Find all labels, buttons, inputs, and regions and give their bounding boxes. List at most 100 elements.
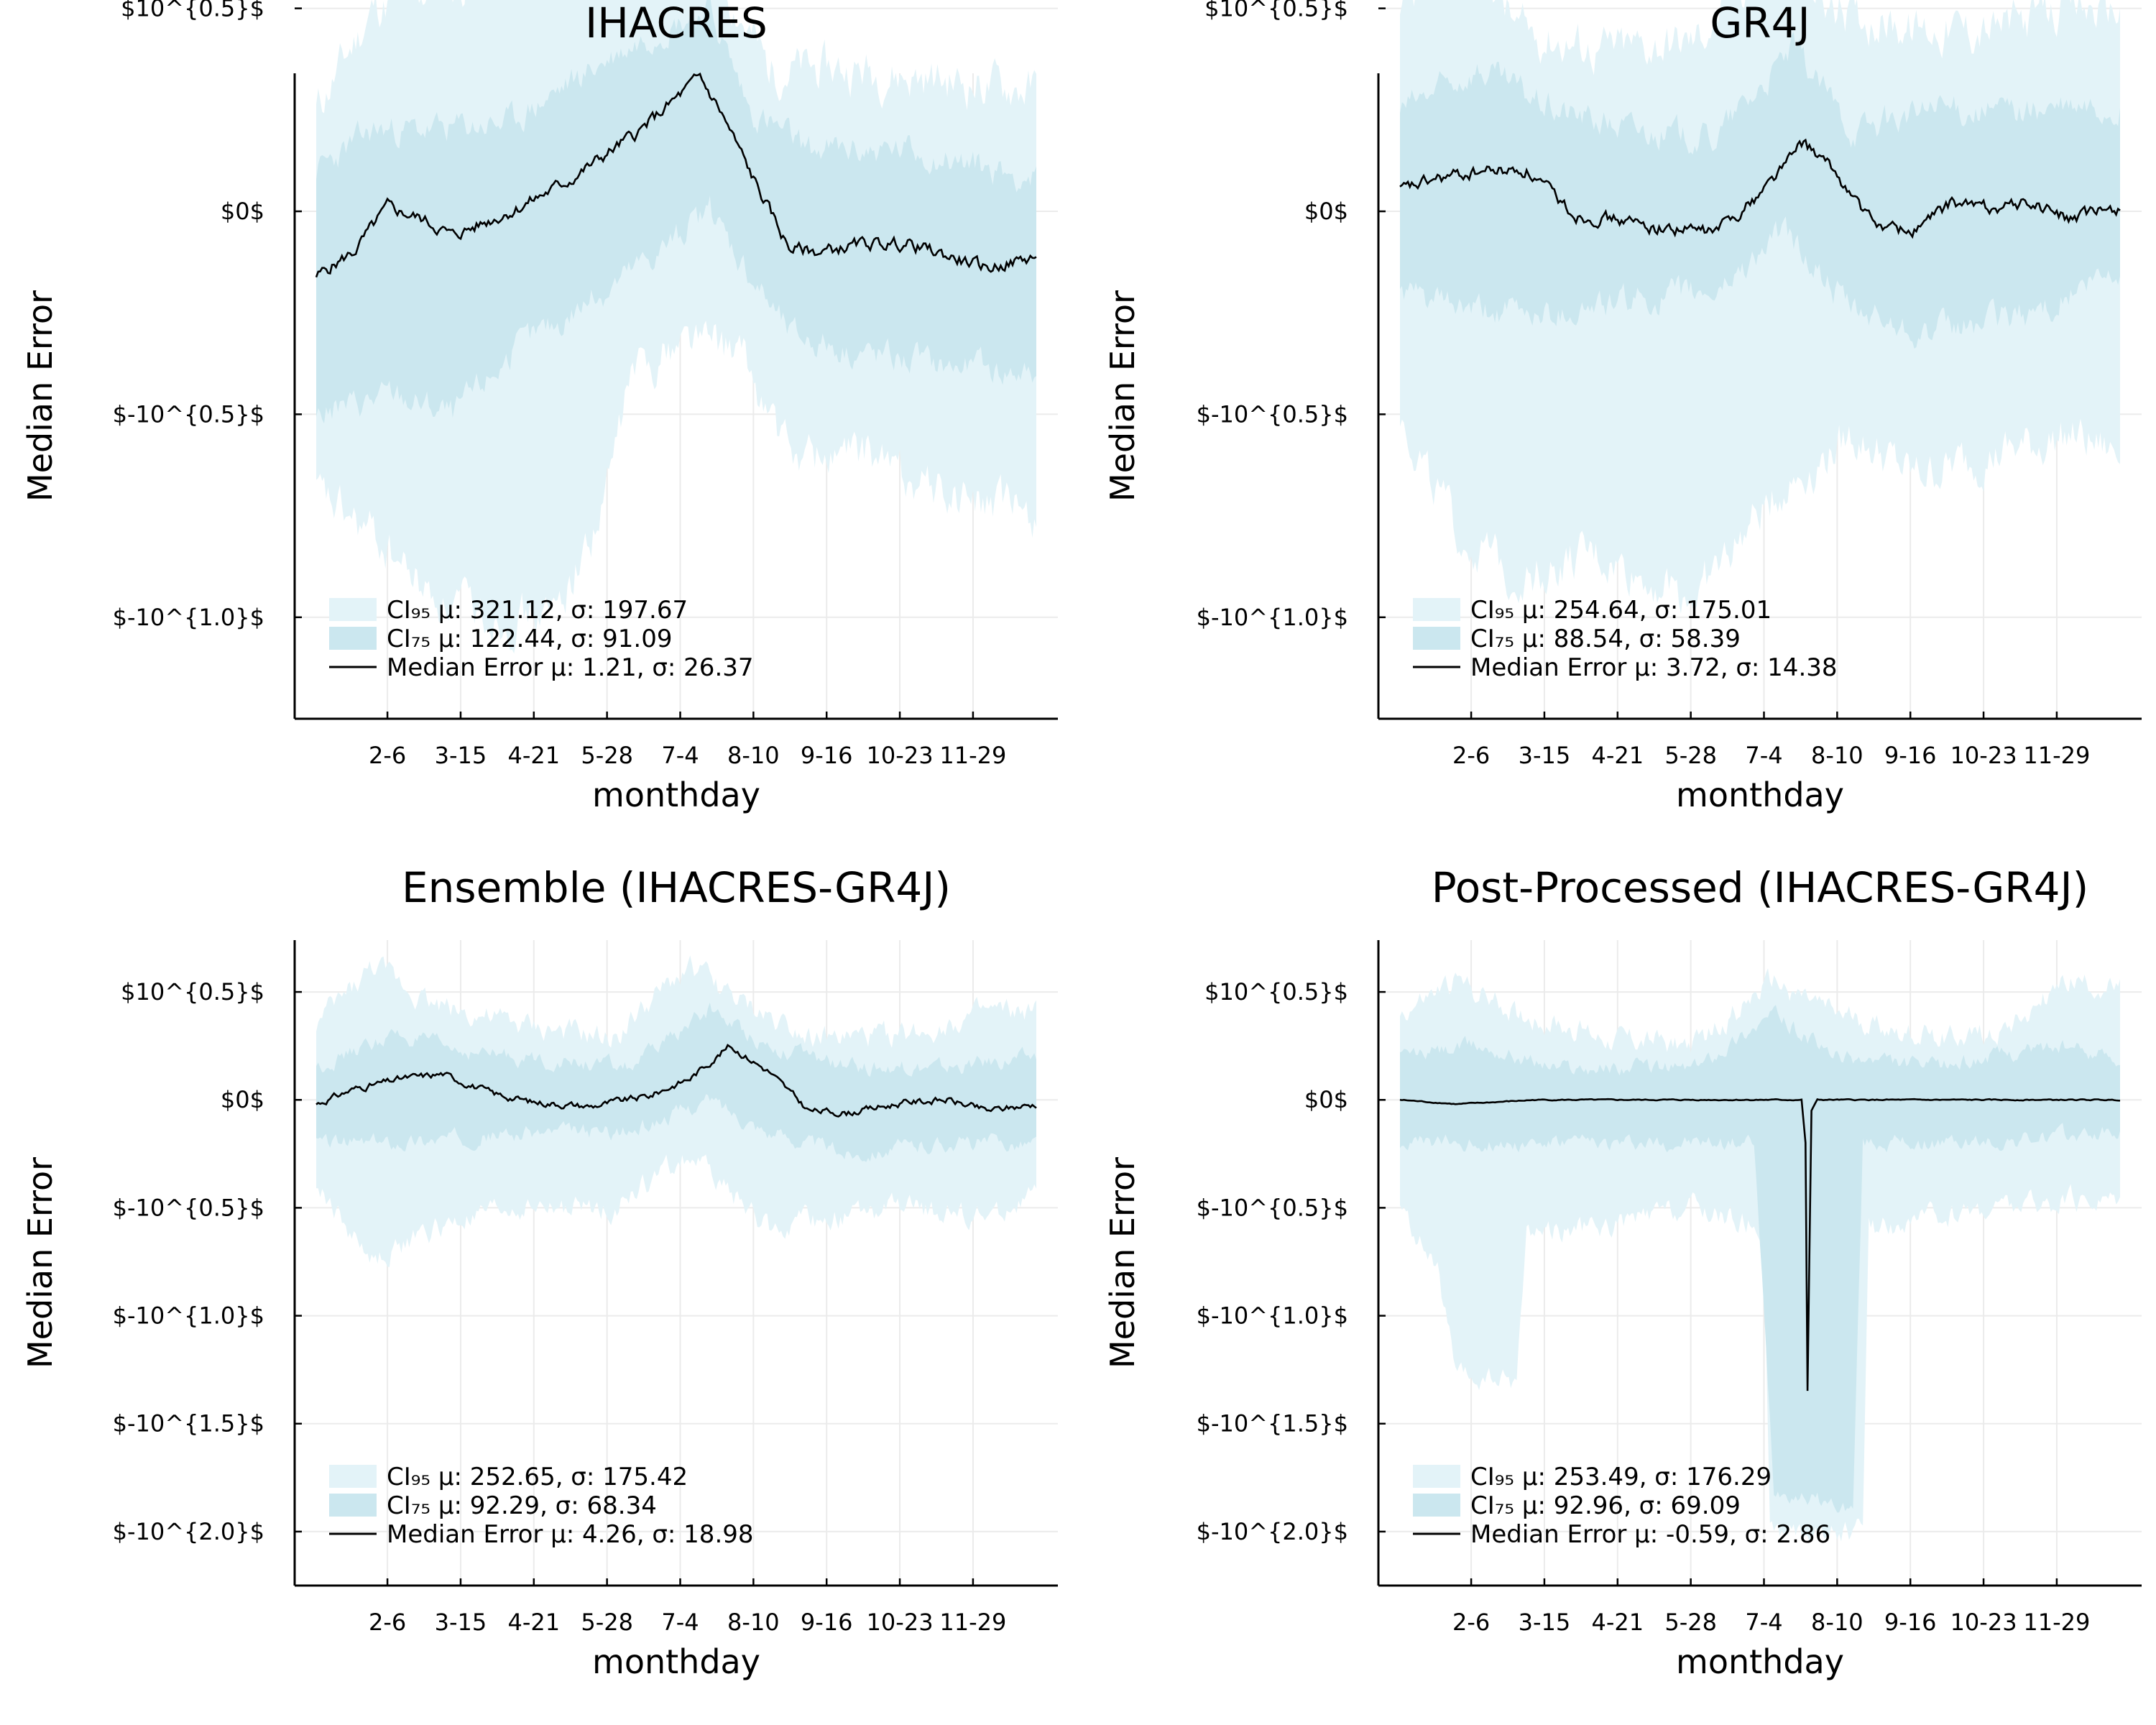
x-tick-label: 7-4 — [1745, 742, 1782, 769]
y-tick-label: $-10^{1.0}$ — [1197, 1302, 1348, 1330]
x-tick-label: 8-10 — [1811, 1609, 1864, 1636]
y-tick-label: $10^{0.5}$ — [121, 0, 264, 22]
x-tick-label: 3-15 — [435, 742, 487, 769]
x-tick-label: 5-28 — [581, 742, 633, 769]
y-tick-label: $0$ — [1304, 1086, 1348, 1113]
y-tick-label: $10^{0.5}$ — [1204, 978, 1348, 1006]
legend-swatch-ci75 — [1413, 1494, 1460, 1517]
x-tick-label: 2-6 — [369, 1609, 406, 1636]
subplot-3: $10^{0.5}$ $0$ $-10^{0.5}$ $-10^{1.0}$ $-10^… — [21, 863, 1058, 1681]
y-axis-label: Median Error — [21, 1157, 60, 1368]
ci75-band — [316, 0, 1036, 424]
y-tick-label: $-10^{0.5}$ — [113, 400, 264, 428]
y-axis-label: Median Error — [21, 290, 60, 502]
y-tick-label: $-10^{1.0}$ — [1197, 604, 1348, 631]
x-tick-label: 10-23 — [1950, 742, 2017, 769]
x-tick-label: 5-28 — [1664, 742, 1717, 769]
subplot-title: Ensemble (IHACRES-GR4J) — [402, 863, 951, 912]
median-error-line — [1399, 1098, 2121, 1392]
x-tick-label: 11-29 — [2023, 1609, 2090, 1636]
legend-swatch-ci95 — [329, 598, 377, 621]
ci75-band — [1400, 32, 2120, 349]
x-axis-label: monthday — [1676, 776, 1844, 814]
x-tick-label: 10-23 — [1950, 1609, 2017, 1636]
y-tick-label: $-10^{0.5}$ — [1197, 400, 1348, 428]
x-tick-label: 3-15 — [1519, 1609, 1571, 1636]
legend-swatch-ci75 — [1413, 627, 1460, 650]
x-tick-label: 2-6 — [1452, 742, 1490, 769]
ci95-band — [316, 955, 1036, 1267]
median-error-line — [1399, 138, 2121, 239]
y-tick-label: $0$ — [1304, 198, 1348, 225]
y-tick-label: $-10^{2.0}$ — [113, 1518, 264, 1545]
x-tick-label: 4-21 — [507, 742, 560, 769]
y-tick-label: $-10^{1.0}$ — [113, 1302, 264, 1330]
x-tick-label: 9-16 — [801, 742, 853, 769]
legend-entry: CI₇₅ μ: 88.54, σ: 58.39 — [1470, 625, 1741, 653]
legend-entry: CI₉₅ μ: 253.49, σ: 176.29 — [1470, 1463, 1772, 1491]
y-tick-label: $-10^{0.5}$ — [113, 1194, 264, 1221]
x-tick-label: 7-4 — [1745, 1609, 1782, 1636]
x-tick-label: 8-10 — [1811, 742, 1864, 769]
x-axis-label: monthday — [1676, 1642, 1844, 1681]
x-tick-label: 11-29 — [939, 742, 1006, 769]
legend-entry: CI₇₅ μ: 92.29, σ: 68.34 — [387, 1491, 657, 1520]
x-axis-label: monthday — [592, 1642, 760, 1681]
x-tick-label: 3-15 — [1519, 742, 1571, 769]
x-tick-label: 8-10 — [727, 1609, 780, 1636]
legend-entry: Median Error μ: -0.59, σ: 2.86 — [1470, 1520, 1830, 1549]
y-tick-label: $-10^{1.5}$ — [113, 1410, 264, 1438]
y-axis-label: Median Error — [1103, 290, 1142, 502]
subplot-1: $10^{0.5}$ $0$ $-10^{0.5}$ $-10^{1.0}$ 2-6 3-… — [21, 0, 1058, 814]
subplot-title: Post-Processed (IHACRES-GR4J) — [1432, 863, 2088, 912]
subplot-2: $10^{0.5}$ $0$ $-10^{0.5}$ $-10^{1.0}$ 2-6 3-… — [1103, 0, 2142, 814]
y-tick-label: $0$ — [221, 1086, 264, 1113]
y-tick-label: $-10^{2.0}$ — [1197, 1518, 1348, 1545]
ci75-band — [1400, 1005, 2120, 1513]
x-tick-label: 11-29 — [2023, 742, 2090, 769]
x-tick-label: 10-23 — [867, 742, 934, 769]
median-error-line — [315, 1044, 1037, 1118]
legend-entry: CI₇₅ μ: 122.44, σ: 91.09 — [387, 625, 672, 653]
subplot-title: IHACRES — [585, 0, 768, 47]
x-tick-label: 8-10 — [727, 742, 780, 769]
x-tick-label: 4-21 — [507, 1609, 560, 1636]
x-tick-label: 9-16 — [801, 1609, 853, 1636]
x-tick-label: 2-6 — [369, 742, 406, 769]
ci75-band — [316, 1002, 1036, 1162]
legend-swatch-ci95 — [329, 1465, 377, 1488]
legend-swatch-ci75 — [329, 1494, 377, 1517]
legend-swatch-ci95 — [1413, 598, 1460, 621]
x-tick-label: 7-4 — [661, 742, 699, 769]
subplot-4: $10^{0.5}$ $0$ $-10^{0.5}$ $-10^{1.0}$ $-10^… — [1103, 863, 2142, 1681]
x-tick-label: 9-16 — [1884, 742, 1937, 769]
x-tick-label: 9-16 — [1884, 1609, 1937, 1636]
y-tick-label: $-10^{1.0}$ — [113, 604, 264, 631]
legend-entry: CI₇₅ μ: 92.96, σ: 69.09 — [1470, 1491, 1741, 1520]
legend-entry: Median Error μ: 4.26, σ: 18.98 — [387, 1520, 754, 1549]
y-axis-label: Median Error — [1103, 1157, 1142, 1368]
x-tick-label: 10-23 — [867, 1609, 934, 1636]
x-tick-label: 4-21 — [1591, 742, 1644, 769]
legend-entry: Median Error μ: 1.21, σ: 26.37 — [387, 653, 754, 682]
x-tick-label: 11-29 — [939, 1609, 1006, 1636]
legend-entry: CI₉₅ μ: 254.64, σ: 175.01 — [1470, 596, 1772, 625]
x-tick-label: 5-28 — [581, 1609, 633, 1636]
legend-entry: CI₉₅ μ: 321.12, σ: 197.67 — [387, 596, 688, 625]
y-tick-label: $0$ — [221, 198, 264, 225]
legend-entry: Median Error μ: 3.72, σ: 14.38 — [1470, 653, 1838, 682]
x-axis-label: monthday — [592, 776, 760, 814]
x-tick-label: 2-6 — [1452, 1609, 1490, 1636]
x-tick-label: 7-4 — [661, 1609, 699, 1636]
legend-swatch-ci75 — [329, 627, 377, 650]
y-tick-label: $-10^{1.5}$ — [1197, 1410, 1348, 1438]
median-error-line — [315, 72, 1037, 278]
x-tick-label: 5-28 — [1664, 1609, 1717, 1636]
y-tick-label: $-10^{0.5}$ — [1197, 1194, 1348, 1221]
legend-entry: CI₉₅ μ: 252.65, σ: 175.42 — [387, 1463, 688, 1491]
